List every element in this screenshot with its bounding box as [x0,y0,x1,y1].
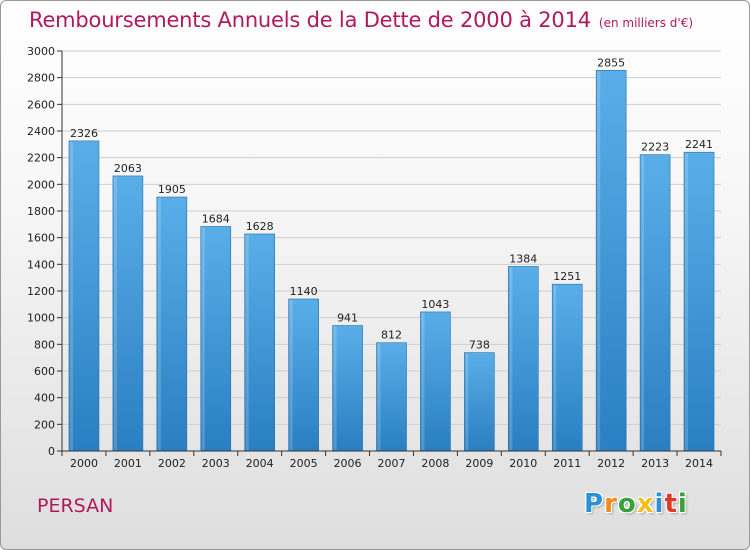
y-tick-label: 1600 [27,232,55,245]
bar-2002 [156,196,188,452]
y-tick-label: 1800 [27,205,55,218]
x-tick-label: 2005 [290,457,318,470]
bar-2008 [420,311,451,452]
x-tick-label: 2014 [685,457,713,470]
data-label-2009: 738 [469,339,490,352]
bar-2006 [332,325,363,452]
chart-title: Remboursements Annuels de la Dette de 20… [29,8,693,32]
x-tick-label: 2007 [378,457,406,470]
bar-highlight [597,71,601,450]
proxiti-logo: Proxiti [584,489,688,519]
y-tick-label: 2400 [27,125,55,138]
bar-2001 [112,175,144,452]
x-tick-label: 2012 [597,457,625,470]
x-axis-ticks: 2000 2001 2002 2003 2004 2005 2006 2007 2008 2009… [61,451,722,470]
x-tick-label: 2006 [334,457,362,470]
logo-letter: o [617,489,637,519]
data-labels: 2326 2063 1905 1684 1628 1140 941 812 1043 738 138… [70,56,713,351]
bar-2012 [595,70,627,452]
bar-highlight [245,234,249,450]
y-tick-label: 1400 [27,258,55,271]
x-tick-label: 2004 [246,457,274,470]
data-label-2008: 1043 [421,298,449,311]
logo-letter: x [636,489,655,519]
data-label-2007: 812 [381,329,402,342]
bar-highlight [333,326,337,450]
bar-highlight [377,343,381,450]
x-tick-label: 2008 [421,457,449,470]
bar-highlight [509,267,513,450]
y-tick-label: 800 [34,338,55,351]
x-tick-label: 2000 [70,457,98,470]
data-label-2001: 2063 [114,162,142,175]
bar-2011 [551,283,583,452]
data-label-2006: 941 [337,312,358,325]
data-label-2014: 2241 [685,138,713,151]
data-label-2011: 1251 [553,270,581,283]
y-tick-label: 1200 [27,285,55,298]
logo-letter: i [677,489,688,519]
bar-highlight [201,227,205,450]
bar-highlight [465,353,469,450]
y-tick-label: 2200 [27,152,55,165]
y-tick-label: 0 [48,445,55,458]
bar-2010 [507,266,539,452]
data-label-2004: 1628 [246,220,274,233]
bar-highlight [421,312,425,450]
chart-unit: (en milliers d'€) [598,16,694,30]
y-axis-ticks: 0 200 400 600 800 1000 1200 1400 1600 1800 2000 220… [27,45,62,458]
x-tick-label: 2003 [202,457,230,470]
data-label-2013: 2223 [641,141,669,154]
bar-2004 [244,233,275,452]
x-tick-label: 2009 [465,457,493,470]
y-tick-label: 2800 [27,72,55,85]
bar-2003 [200,226,232,452]
bar-2005 [288,298,319,452]
bar-2000 [68,140,100,452]
data-label-2005: 1140 [290,285,318,298]
data-label-2010: 1384 [509,252,537,265]
bar-highlight [69,141,73,450]
logo-letter: r [604,489,618,519]
y-tick-label: 2000 [27,178,55,191]
bar-2014 [683,151,715,452]
bar-highlight [157,198,161,450]
y-tick-label: 1000 [27,312,55,325]
data-label-2000: 2326 [70,127,98,140]
y-tick-label: 200 [34,418,55,431]
bars [68,70,715,452]
y-tick-label: 400 [34,392,55,405]
bar-2009 [464,352,495,452]
bar-2007 [376,342,407,452]
y-tick-label: 2600 [27,98,55,111]
y-tick-label: 3000 [27,45,55,58]
x-tick-label: 2001 [114,457,142,470]
logo-letter: i [654,489,665,519]
bar-highlight [289,300,293,450]
x-tick-label: 2011 [553,457,581,470]
bar-highlight [553,285,557,450]
x-tick-label: 2002 [158,457,186,470]
logo-letter: P [584,489,605,519]
data-label-2002: 1905 [158,183,186,196]
city-name: PERSAN [37,495,114,517]
bar-highlight [641,155,645,450]
axes [61,51,721,452]
bar-2013 [639,154,671,452]
bar-highlight [685,153,689,450]
logo-letter: t [664,489,678,519]
x-tick-label: 2013 [641,457,669,470]
chart-title-text: Remboursements Annuels de la Dette de 20… [29,8,591,32]
bar-highlight [113,176,117,450]
y-tick-label: 600 [34,365,55,378]
data-label-2003: 1684 [202,212,230,225]
x-tick-label: 2010 [509,457,537,470]
data-label-2012: 2855 [597,56,625,69]
